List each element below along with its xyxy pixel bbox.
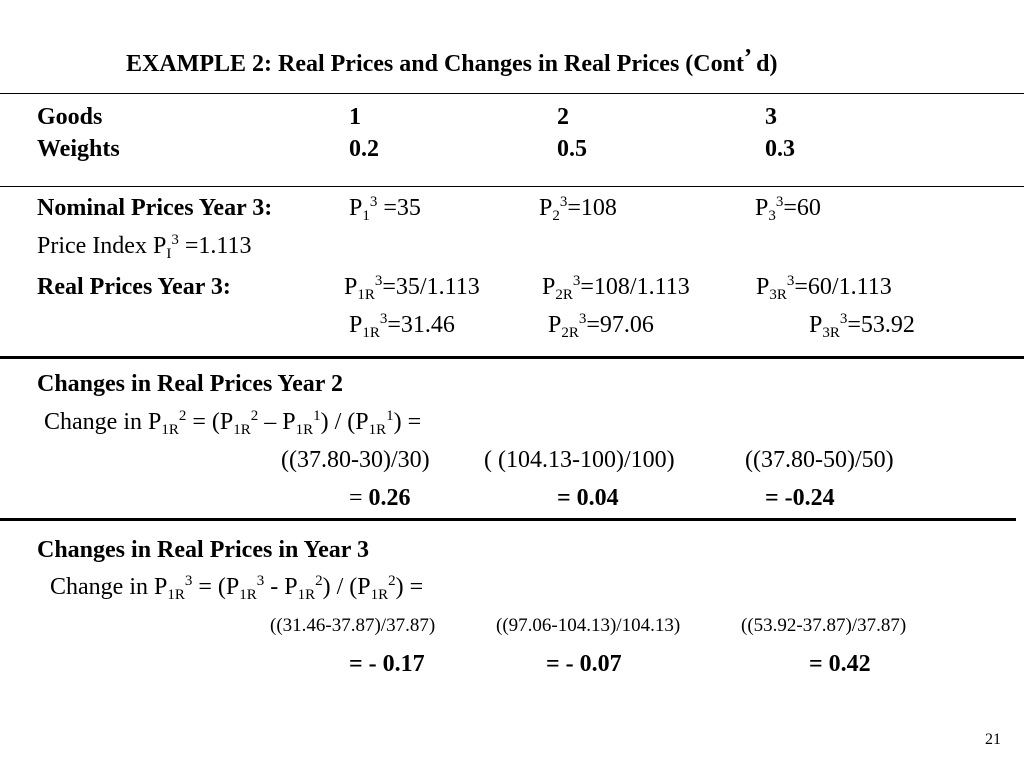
weights-label: Weights — [37, 136, 120, 162]
real-price-3-value: P3R3=53.92 — [809, 311, 915, 341]
changes-y2-calc-1: ((37.80-30)/30) — [281, 447, 430, 473]
changes-y3-heading: Changes in Real Prices in Year 3 — [37, 537, 369, 563]
changes-y2-result-1: = 0.26 — [349, 485, 411, 511]
weight-2: 0.5 — [557, 136, 587, 162]
goods-3: 3 — [765, 104, 777, 130]
page-number: 21 — [985, 731, 1001, 748]
goods-2: 2 — [557, 104, 569, 130]
changes-y3-calc-1: ((31.46-37.87)/37.87) — [270, 615, 436, 636]
changes-y3-calc-2: ((97.06-104.13)/104.13) — [496, 615, 681, 636]
changes-y3-result-1: = - 0.17 — [349, 651, 425, 677]
nominal-price-1: P13 =35 — [349, 194, 421, 224]
nominal-price-2: P23=108 — [539, 194, 617, 224]
divider-top — [0, 93, 1024, 94]
real-label: Real Prices Year 3: — [37, 274, 231, 300]
changes-y3-result-2: = - 0.07 — [546, 651, 622, 677]
changes-y2-heading: Changes in Real Prices Year 2 — [37, 371, 343, 397]
changes-y2-result-3: = -0.24 — [765, 485, 835, 511]
changes-y2-calc-3: ((37.80-50)/50) — [745, 447, 894, 473]
nominal-price-3: P33=60 — [755, 194, 821, 224]
real-price-2-formula: P2R3=108/1.113 — [542, 273, 690, 303]
weight-1: 0.2 — [349, 136, 379, 162]
changes-y3-calc-3: ((53.92-37.87)/37.87) — [741, 615, 907, 636]
real-price-1-formula: P1R3=35/1.113 — [344, 273, 480, 303]
real-price-2-value: P2R3=97.06 — [548, 311, 654, 341]
real-price-1-value: P1R3=31.46 — [349, 311, 455, 341]
price-index: Price Index PI3 =1.113 — [37, 232, 252, 262]
real-price-3-formula: P3R3=60/1.113 — [756, 273, 892, 303]
nominal-label: Nominal Prices Year 3: — [37, 195, 273, 221]
slide-title-apostrophe: ’ — [743, 45, 751, 71]
divider-2 — [0, 186, 1024, 187]
goods-1: 1 — [349, 104, 361, 130]
changes-y2-result-2: = 0.04 — [557, 485, 619, 511]
slide-title-end: d) — [750, 51, 778, 77]
changes-y3-formula: Change in P1R3 = (P1R3 - P1R2) / (P1R2) … — [50, 573, 424, 603]
goods-label: Goods — [37, 104, 103, 130]
divider-3 — [0, 356, 1024, 359]
divider-4 — [0, 518, 1016, 521]
changes-y2-calc-2: ( (104.13-100)/100) — [484, 447, 675, 473]
changes-y2-formula: Change in P1R2 = (P1R2 – P1R1) / (P1R1) … — [44, 408, 422, 438]
changes-y3-result-3: = 0.42 — [809, 651, 871, 677]
slide-title: EXAMPLE 2: Real Prices and Changes in Re… — [126, 46, 778, 77]
weight-3: 0.3 — [765, 136, 795, 162]
slide-title-main: EXAMPLE 2: Real Prices and Changes in Re… — [126, 51, 744, 77]
